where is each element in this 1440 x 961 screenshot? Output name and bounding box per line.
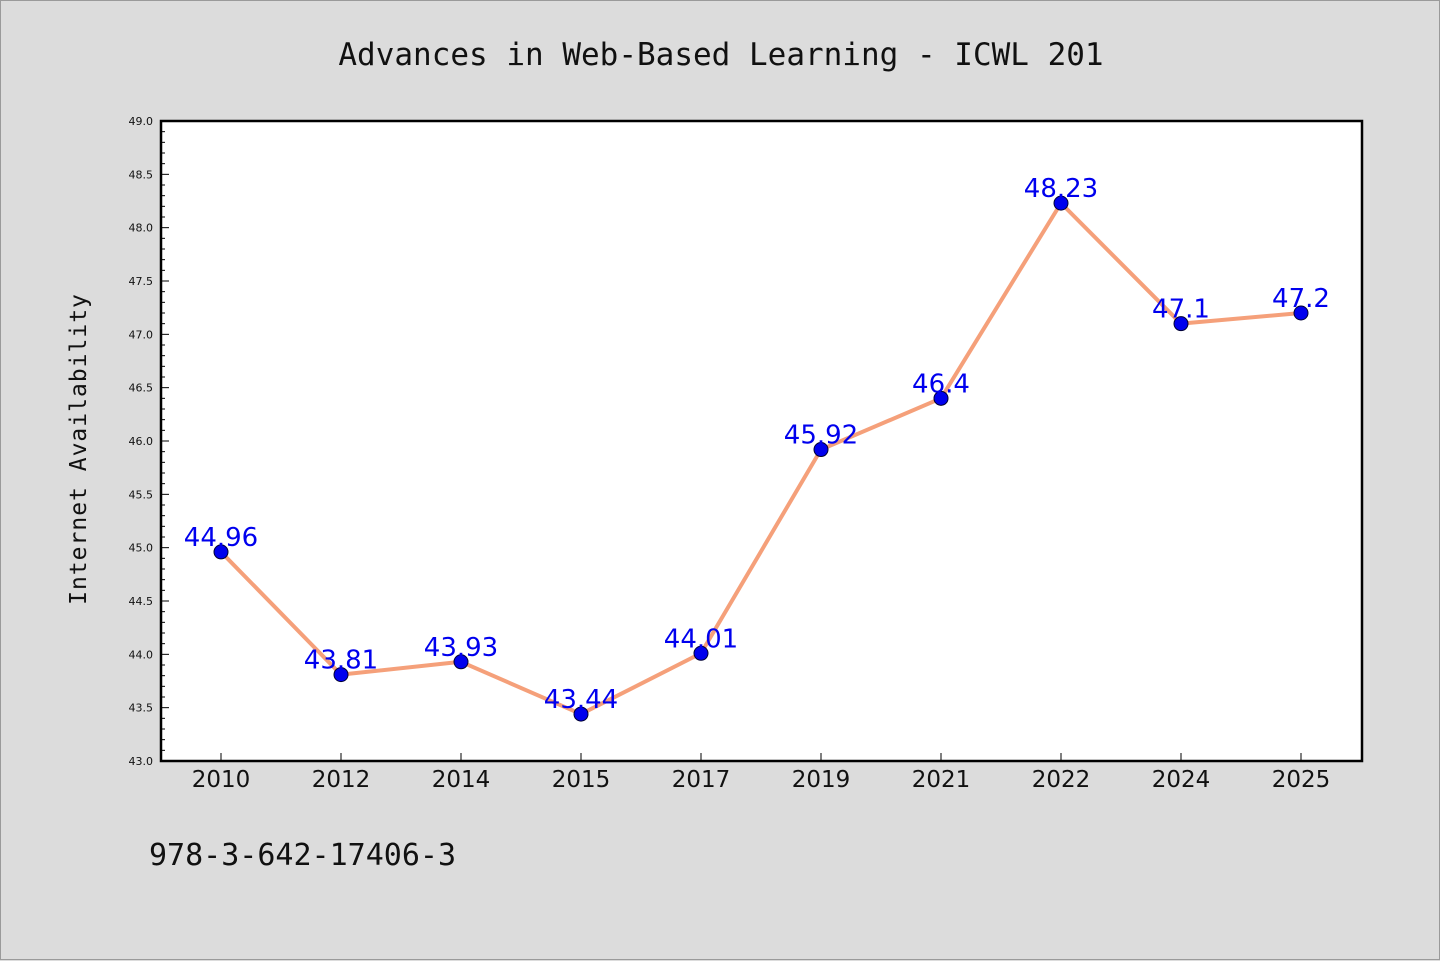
x-tick-label: 2012 [312,767,371,793]
data-label: 43.81 [304,646,378,676]
y-tick-label: 48.5 [129,168,154,181]
data-label: 47.2 [1272,284,1330,314]
series-layer: 44.96 43.81 43.93 43.44 44.01 45.92 46.4 48.23 4… [184,174,1330,722]
y-axis-label: Internet Availability [66,293,92,605]
y-tick-label: 48.0 [129,222,154,235]
plot-area [159,119,1364,763]
data-point [333,667,349,683]
y-tick-label: 45.5 [129,488,154,501]
data-point [453,654,469,670]
data-label: 45.92 [784,421,858,451]
y-tick-label: 45.0 [129,542,154,555]
x-tick-label: 2021 [912,767,971,793]
y-tick-label: 43.0 [129,755,154,768]
data-point [573,706,589,722]
series-line [219,201,1303,717]
footnote-isbn: 978-3-642-17406-3 [149,838,456,873]
x-tick-label: 2014 [432,767,491,793]
data-label: 43.44 [544,685,618,715]
data-point [213,544,229,560]
y-tick-label: 47.0 [129,328,154,341]
y-tick-label: 47.5 [129,275,154,288]
data-label: 48.23 [1024,174,1098,204]
x-tick-label: 2019 [792,767,851,793]
y-tick-label: 43.5 [129,702,154,715]
chart-title: Advances in Web-Based Learning - ICWL 20… [338,37,1103,73]
y-tick-label: 44.0 [129,648,154,661]
y-axis-ticks: 43.0 43.5 44.0 44.5 45.0 45.5 46.0 46.5 47.0 47.5… [129,115,169,768]
data-label: 43.93 [424,633,498,663]
data-point [1173,316,1189,332]
data-label: 46.4 [912,369,970,399]
x-tick-label: 2024 [1152,767,1211,793]
x-tick-label: 2022 [1032,767,1091,793]
data-label: 47.1 [1152,295,1210,325]
y-tick-label: 46.5 [129,382,154,395]
x-tick-label: 2017 [672,767,731,793]
data-point [693,645,709,661]
x-tick-label: 2015 [552,767,611,793]
y-tick-label: 46.0 [129,435,154,448]
x-tick-label: 2025 [1272,767,1331,793]
data-point [813,442,829,458]
x-tick-label: 2010 [192,767,251,793]
data-point [1053,195,1069,211]
data-point [933,390,949,406]
y-tick-label: 49.0 [129,115,154,128]
data-label: 44.96 [184,523,258,553]
x-axis-ticks: 2010 2012 2014 2015 2017 2019 2021 2022 2024 2025 [192,753,1331,793]
data-label: 44.01 [664,624,738,654]
data-point [1293,305,1309,321]
y-tick-label: 44.5 [129,595,154,608]
